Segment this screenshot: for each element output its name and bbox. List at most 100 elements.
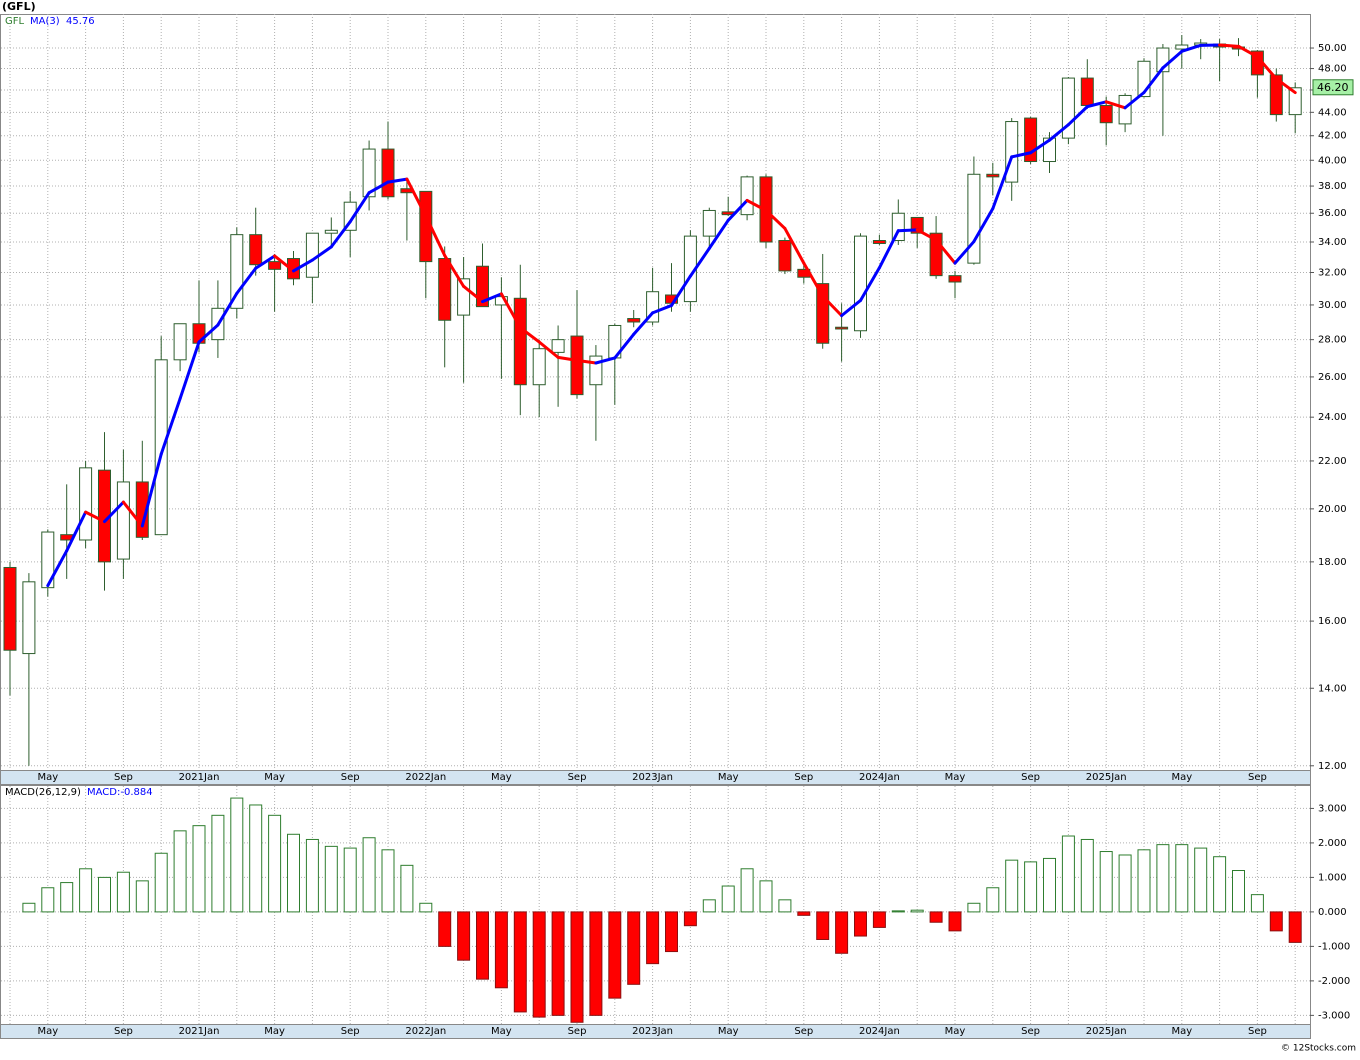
candle-body [250, 235, 262, 265]
candle-body [1081, 78, 1093, 105]
x-tick-label: 2022Jan [405, 1026, 446, 1037]
candle-body [1006, 122, 1018, 183]
macd-bar [779, 900, 791, 912]
macd-bar [741, 869, 753, 912]
x-tick-label: 2021Jan [179, 1026, 220, 1037]
macd-bar [514, 912, 526, 1012]
x-tick-label: Sep [568, 772, 587, 783]
symbol-label: GFL [5, 16, 25, 27]
macd-bar [684, 912, 696, 926]
x-tick-label: 2024Jan [859, 772, 900, 783]
ma-last-value: 45.76 [66, 16, 95, 27]
macd-bar [798, 912, 810, 915]
x-tick-label: May [264, 772, 285, 783]
x-tick-label: Sep [1021, 772, 1040, 783]
y-tick-label: 26.00 [1318, 372, 1347, 383]
candle-body [306, 233, 318, 277]
candle-body [174, 324, 186, 360]
macd-bar [552, 912, 564, 1015]
y-tick-label: 14.00 [1318, 683, 1347, 694]
macd-bar [855, 912, 867, 936]
x-tick-label: May [37, 772, 58, 783]
macd-bar [23, 903, 35, 912]
macd-bar [344, 848, 356, 912]
y-tick-label: 50.00 [1318, 43, 1347, 54]
price-panel [1, 15, 1311, 771]
y-tick-label: 2.000 [1318, 838, 1347, 849]
candle-body [117, 482, 129, 559]
macd-bar [250, 805, 262, 912]
candle-body [23, 582, 35, 654]
candle-body [533, 349, 545, 385]
ma-legend: MA(3) [30, 16, 60, 27]
macd-title: MACD(26,12,9) [5, 787, 81, 798]
y-tick-label: -2.000 [1318, 976, 1350, 987]
candle-body [741, 177, 753, 215]
candle-body [269, 262, 281, 270]
candle-body [987, 174, 999, 177]
x-tick-label: May [718, 1026, 739, 1037]
y-tick-label: 44.00 [1318, 107, 1347, 118]
macd-bar [1233, 871, 1245, 912]
x-tick-label: Sep [1248, 1026, 1267, 1037]
macd-bar [325, 846, 337, 912]
y-tick-label: 24.00 [1318, 412, 1347, 423]
ma-segment [898, 230, 917, 231]
macd-bar [477, 912, 489, 979]
x-tick-label: Sep [341, 772, 360, 783]
candle-body [628, 319, 640, 322]
y-tick-label: 30.00 [1318, 300, 1347, 311]
x-tick-label: 2024Jan [859, 1026, 900, 1037]
candle-body [571, 336, 583, 395]
x-tick-label: Sep [114, 772, 133, 783]
candle-body [439, 259, 451, 321]
candle-body [873, 241, 885, 244]
macd-bar [231, 798, 243, 912]
macd-bar [873, 912, 885, 928]
macd-bar [1081, 839, 1093, 911]
macd-bar [703, 900, 715, 912]
x-tick-label: Sep [568, 1026, 587, 1037]
macd-bar [1006, 860, 1018, 912]
macd-bar [628, 912, 640, 984]
x-tick-label: Sep [341, 1026, 360, 1037]
macd-bar [1062, 836, 1074, 912]
x-tick-label: 2025Jan [1086, 1026, 1127, 1037]
x-tick-label: May [491, 772, 512, 783]
x-tick-label: Sep [794, 1026, 813, 1037]
macd-bar [363, 838, 375, 912]
y-tick-label: 22.00 [1318, 456, 1347, 467]
footer: © 12Stocks.com [1281, 1044, 1356, 1054]
y-tick-label: 34.00 [1318, 237, 1347, 248]
x-tick-label: May [1171, 1026, 1192, 1037]
macd-bar [99, 877, 111, 911]
y-tick-label: 0.000 [1318, 907, 1347, 918]
y-tick-label: 28.00 [1318, 335, 1347, 346]
candle-body [4, 567, 16, 650]
x-tick-label: Sep [1021, 1026, 1040, 1037]
macd-bar [495, 912, 507, 988]
macd-bar [61, 883, 73, 912]
macd-bar [1289, 912, 1301, 942]
candle-body [382, 149, 394, 197]
macd-bar [571, 912, 583, 1022]
macd-bar [42, 888, 54, 912]
candle-body [855, 236, 867, 331]
x-tick-label: May [945, 1026, 966, 1037]
macd-bar [949, 912, 961, 931]
x-tick-label: 2023Jan [632, 1026, 673, 1037]
macd-bar [1100, 852, 1112, 912]
macd-bar [987, 888, 999, 912]
x-tick-label: 2025Jan [1086, 772, 1127, 783]
macd-bar [288, 834, 300, 912]
macd-bar [155, 853, 167, 912]
x-tick-label: Sep [114, 1026, 133, 1037]
candle-body [836, 327, 848, 329]
macd-bar [458, 912, 470, 960]
candle-body [1119, 95, 1131, 123]
x-tick-label: May [945, 772, 966, 783]
macd-bar [420, 903, 432, 912]
candle-body [514, 298, 526, 384]
